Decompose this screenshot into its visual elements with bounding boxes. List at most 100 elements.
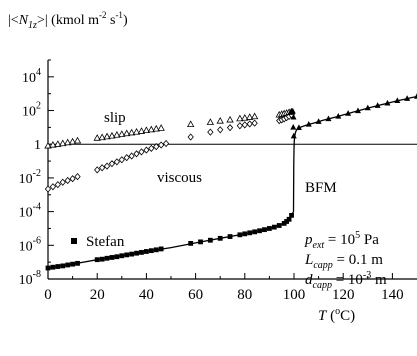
slip-point <box>98 133 106 141</box>
stefan-point <box>134 250 139 256</box>
viscous-point <box>49 183 57 191</box>
x-tick-label: 40 <box>139 287 154 303</box>
x-tick-label: 80 <box>237 287 252 303</box>
slip-point <box>103 132 111 140</box>
x-tick-label: 100 <box>283 287 306 303</box>
stefan-point <box>124 252 130 258</box>
stefan-point <box>271 224 277 230</box>
bfm-label: BFM <box>305 180 337 196</box>
stefan-point <box>60 263 66 269</box>
slip-point <box>73 136 82 144</box>
stefan-legend-marker <box>71 238 77 244</box>
y-tick-label: 10-8 <box>19 269 41 288</box>
slip-point <box>93 134 101 141</box>
stefan-legend: Stefan <box>71 234 125 250</box>
stefan-point <box>262 227 267 233</box>
stefan-point <box>237 232 243 238</box>
viscous-point <box>217 126 224 134</box>
stefan-point <box>247 230 253 236</box>
stefan-point <box>104 255 110 261</box>
viscous-point <box>98 164 106 172</box>
stefan-point <box>114 254 120 260</box>
y-tick-label: 104 <box>22 67 41 86</box>
viscous-point <box>241 121 248 129</box>
viscous-point <box>59 178 66 186</box>
viscous-point <box>251 119 258 127</box>
viscous-point <box>64 176 71 185</box>
x-axis-label: T (oC) <box>318 306 355 324</box>
stefan-point <box>198 239 203 245</box>
slip-point <box>187 120 195 128</box>
viscous-point <box>158 141 165 149</box>
slip-point <box>127 128 136 136</box>
stefan-point <box>153 247 159 253</box>
stefan-point <box>207 237 213 243</box>
stefan-point <box>70 261 75 267</box>
stefan-point <box>55 264 61 269</box>
viscous-point <box>236 122 244 130</box>
viscous-point <box>94 166 101 174</box>
x-tick-label: 120 <box>332 287 355 303</box>
viscous-point <box>143 146 150 154</box>
slip-point <box>152 124 160 132</box>
viscous-point <box>74 172 81 181</box>
stefan-point <box>227 234 233 239</box>
viscous-point <box>187 133 194 141</box>
stefan-point <box>129 251 135 257</box>
slip-point <box>64 138 72 146</box>
viscous-point <box>108 160 116 168</box>
viscous-point <box>153 143 160 151</box>
stefan-point <box>286 216 292 222</box>
slip-label: slip <box>104 110 126 126</box>
slip-point <box>216 116 224 124</box>
bfm-point <box>289 107 296 114</box>
y-ticks: 104 102 1 10-2 10-4 10-6 10-8 <box>19 59 54 288</box>
bfm-point <box>335 112 342 119</box>
y-tick-label: 1 <box>34 138 41 153</box>
bfm-point <box>345 110 352 116</box>
stefan-point <box>257 228 262 234</box>
stefan-point <box>148 248 154 254</box>
slip-point <box>108 131 116 139</box>
stefan-point <box>50 264 56 270</box>
viscous-label: viscous <box>157 170 202 186</box>
viscous-point <box>138 148 145 156</box>
viscous-point <box>133 150 140 158</box>
bfm-series-line <box>47 95 417 269</box>
stefan-point <box>158 246 164 252</box>
viscous-point <box>128 152 135 160</box>
stefan-point <box>65 262 71 268</box>
stefan-point <box>94 257 100 263</box>
slip-point <box>241 113 249 121</box>
viscous-point <box>44 185 52 193</box>
y-axis-label: |<N1z>| (kmol m-2 s-1) <box>8 10 128 31</box>
slip-point <box>59 139 67 147</box>
viscous-point <box>103 162 111 170</box>
parameter-line: Lcapp = 0.1 m <box>304 252 383 271</box>
slip-point <box>147 125 155 133</box>
bfm-point <box>315 118 322 124</box>
slip-point <box>118 130 126 137</box>
slip-point <box>68 137 77 145</box>
bfm-point <box>325 115 332 122</box>
bfm-point <box>414 93 417 99</box>
viscous-point <box>113 158 121 166</box>
slip-point <box>142 126 151 134</box>
viscous-point <box>69 175 76 183</box>
stefan-point <box>99 256 105 262</box>
stefan-point <box>119 253 125 259</box>
stefan-point <box>75 260 80 266</box>
stefan-point <box>109 255 115 260</box>
stefan-point <box>284 219 290 224</box>
slip-point <box>123 129 131 137</box>
data-markers <box>44 93 417 271</box>
parameter-line: pext = 105 Pa <box>304 230 379 251</box>
stefan-label: Stefan <box>86 234 125 250</box>
slip-point <box>44 141 52 149</box>
slip-point <box>54 140 62 147</box>
stefan-point <box>188 240 194 246</box>
bfm-point <box>384 99 391 106</box>
bfm-point <box>364 104 371 111</box>
slip-point <box>157 124 165 131</box>
